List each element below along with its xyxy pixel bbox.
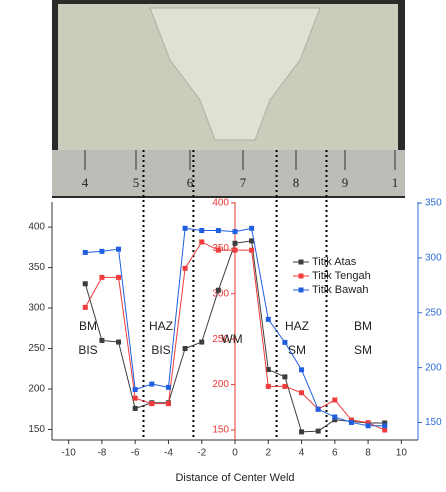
point bbox=[133, 396, 138, 401]
point bbox=[249, 248, 254, 253]
zone-label: SM bbox=[288, 343, 306, 357]
zone-label: BIS bbox=[78, 343, 97, 357]
point bbox=[332, 398, 337, 403]
point bbox=[233, 248, 238, 253]
legend-marker bbox=[299, 288, 304, 293]
ruler-label: 5 bbox=[133, 175, 140, 190]
zone-label: BIS bbox=[151, 343, 170, 357]
point bbox=[382, 423, 387, 428]
point bbox=[249, 226, 254, 231]
ruler-label: 1 bbox=[392, 175, 399, 190]
zone-label: HAZ bbox=[149, 319, 173, 333]
legend-label: Titik Tengah bbox=[312, 270, 371, 282]
y2-tick-label: 250 bbox=[425, 307, 442, 318]
point bbox=[149, 401, 154, 406]
x-tick-label: 6 bbox=[332, 448, 338, 459]
point bbox=[282, 384, 287, 389]
point bbox=[216, 248, 221, 253]
y-tick-label: 350 bbox=[28, 262, 45, 273]
point bbox=[199, 239, 204, 244]
point bbox=[216, 228, 221, 233]
point bbox=[166, 401, 171, 406]
point bbox=[282, 340, 287, 345]
point bbox=[332, 414, 337, 419]
y3-tick-label: 150 bbox=[212, 425, 229, 436]
x-tick-label: -4 bbox=[164, 448, 173, 459]
point bbox=[199, 228, 204, 233]
x-tick-label: 10 bbox=[396, 448, 408, 459]
point bbox=[233, 229, 238, 234]
zone-label: BM bbox=[354, 319, 372, 333]
y3-tick-label: 300 bbox=[212, 288, 229, 299]
point bbox=[99, 249, 104, 254]
legend-marker bbox=[299, 274, 304, 279]
point bbox=[183, 226, 188, 231]
point bbox=[316, 429, 321, 434]
ruler bbox=[52, 150, 405, 196]
point bbox=[199, 340, 204, 345]
x-tick-label: -6 bbox=[131, 448, 140, 459]
ruler-label: 8 bbox=[293, 175, 300, 190]
point bbox=[99, 338, 104, 343]
point bbox=[382, 428, 387, 433]
point bbox=[299, 390, 304, 395]
y2-tick-label: 350 bbox=[425, 198, 442, 209]
x-tick-label: 8 bbox=[365, 448, 371, 459]
y-tick-label: 300 bbox=[28, 303, 45, 314]
point bbox=[266, 384, 271, 389]
legend-label: Titik Atas bbox=[312, 256, 357, 268]
point bbox=[133, 387, 138, 392]
point bbox=[233, 241, 238, 246]
x-tick-label: 0 bbox=[232, 448, 238, 459]
y3-tick-label: 200 bbox=[212, 379, 229, 390]
legend-marker bbox=[299, 260, 304, 265]
point bbox=[282, 374, 287, 379]
specimen-photo bbox=[52, 0, 405, 198]
ruler-label: 7 bbox=[240, 175, 247, 190]
point bbox=[149, 382, 154, 387]
point bbox=[266, 317, 271, 322]
y-tick-label: 400 bbox=[28, 222, 45, 233]
point bbox=[299, 367, 304, 372]
point bbox=[366, 423, 371, 428]
point bbox=[83, 281, 88, 286]
x-tick-label: -10 bbox=[61, 448, 76, 459]
point bbox=[99, 275, 104, 280]
y2-tick-label: 300 bbox=[425, 253, 442, 264]
ruler-label: 4 bbox=[82, 175, 89, 190]
point bbox=[216, 288, 221, 293]
point bbox=[133, 406, 138, 411]
zone-label: HAZ bbox=[285, 319, 309, 333]
point bbox=[83, 250, 88, 255]
point bbox=[299, 429, 304, 434]
zone-label: WM bbox=[221, 332, 242, 346]
point bbox=[116, 340, 121, 345]
ruler-label: 9 bbox=[342, 175, 349, 190]
zone-label: BM bbox=[79, 319, 97, 333]
point bbox=[116, 247, 121, 252]
y-tick-label: 200 bbox=[28, 384, 45, 395]
point bbox=[183, 266, 188, 271]
y3-tick-label: 400 bbox=[212, 198, 229, 209]
chart: 4 5 6 7 8 9 1 -10 -8 -6 -4 -2 0 2 4 6 8 10 150 200 250 300 350… bbox=[0, 0, 446, 492]
zone-label: SM bbox=[354, 343, 372, 357]
y-tick-label: 250 bbox=[28, 343, 45, 354]
point bbox=[166, 385, 171, 390]
point bbox=[183, 346, 188, 351]
y-tick-label: 150 bbox=[28, 424, 45, 435]
point bbox=[83, 305, 88, 310]
point bbox=[349, 420, 354, 425]
legend-label: Titik Bawah bbox=[312, 284, 368, 296]
ruler-label: 6 bbox=[187, 175, 194, 190]
point bbox=[316, 407, 321, 412]
x-tick-label: 2 bbox=[265, 448, 271, 459]
y2-tick-label: 200 bbox=[425, 362, 442, 373]
point bbox=[116, 275, 121, 280]
y2-tick-label: 150 bbox=[425, 417, 442, 428]
x-tick-label: 4 bbox=[299, 448, 305, 459]
x-axis-label: Distance of Center Weld bbox=[175, 472, 294, 484]
x-tick-label: -2 bbox=[197, 448, 206, 459]
x-tick-label: -8 bbox=[97, 448, 106, 459]
